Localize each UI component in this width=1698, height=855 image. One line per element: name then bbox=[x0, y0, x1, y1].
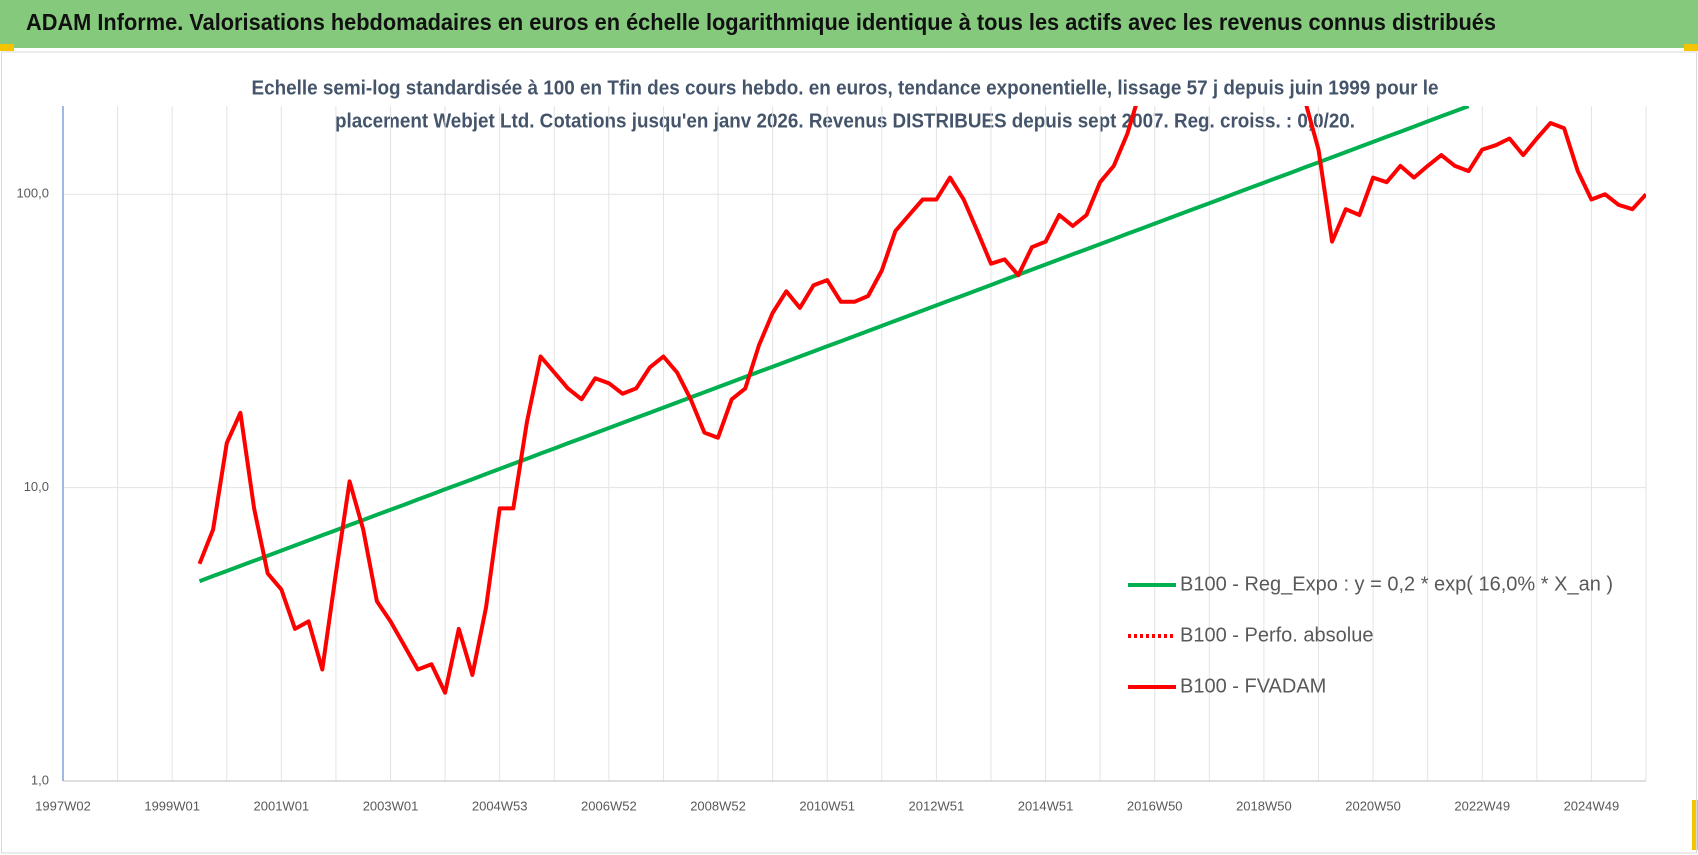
x-tick-label: 2024W49 bbox=[1564, 798, 1620, 813]
series-line bbox=[198, 106, 1470, 584]
corner-mark bbox=[0, 44, 14, 51]
title-banner bbox=[0, 0, 1698, 48]
x-tick-label: 1997W02 bbox=[35, 798, 91, 813]
x-tick-label: 2003W01 bbox=[363, 798, 419, 813]
x-tick-label: 2022W49 bbox=[1454, 798, 1510, 813]
x-tick-label: 2016W50 bbox=[1127, 798, 1183, 813]
x-tick-label: 2014W51 bbox=[1018, 798, 1074, 813]
x-tick-label: 2006W52 bbox=[581, 798, 637, 813]
chart-subtitle: Echelle semi-log standardisée à 100 en T… bbox=[252, 77, 1439, 99]
chart-subtitle: placement Webjet Ltd. Cotations jusqu'en… bbox=[335, 110, 1355, 132]
chart-title: ADAM Informe. Valorisations hebdomadaire… bbox=[26, 9, 1496, 35]
y-tick-label: 100,0 bbox=[16, 186, 49, 201]
corner-mark bbox=[1692, 800, 1698, 850]
x-tick-label: 2008W52 bbox=[690, 798, 746, 813]
x-tick-label: 2018W50 bbox=[1236, 798, 1292, 813]
x-tick-label: 2001W01 bbox=[254, 798, 310, 813]
series-line bbox=[197, 106, 1646, 695]
plot-area bbox=[197, 106, 1646, 695]
legend-label: B100 - FVADAM bbox=[1180, 675, 1326, 697]
chart-border bbox=[1, 51, 1697, 854]
grid bbox=[63, 106, 1647, 782]
y-tick-label: 1,0 bbox=[31, 772, 49, 787]
corner-mark bbox=[1684, 44, 1698, 51]
y-tick-label: 10,0 bbox=[24, 479, 49, 494]
x-tick-label: 1999W01 bbox=[144, 798, 200, 813]
x-tick-label: 2012W51 bbox=[909, 798, 965, 813]
x-tick-label: 2020W50 bbox=[1345, 798, 1401, 813]
legend-label: B100 - Perfo. absolue bbox=[1180, 624, 1373, 646]
x-tick-label: 2004W53 bbox=[472, 798, 528, 813]
legend-label: B100 - Reg_Expo : y = 0,2 * exp( 16,0% *… bbox=[1180, 573, 1613, 595]
x-tick-label: 2010W51 bbox=[799, 798, 855, 813]
